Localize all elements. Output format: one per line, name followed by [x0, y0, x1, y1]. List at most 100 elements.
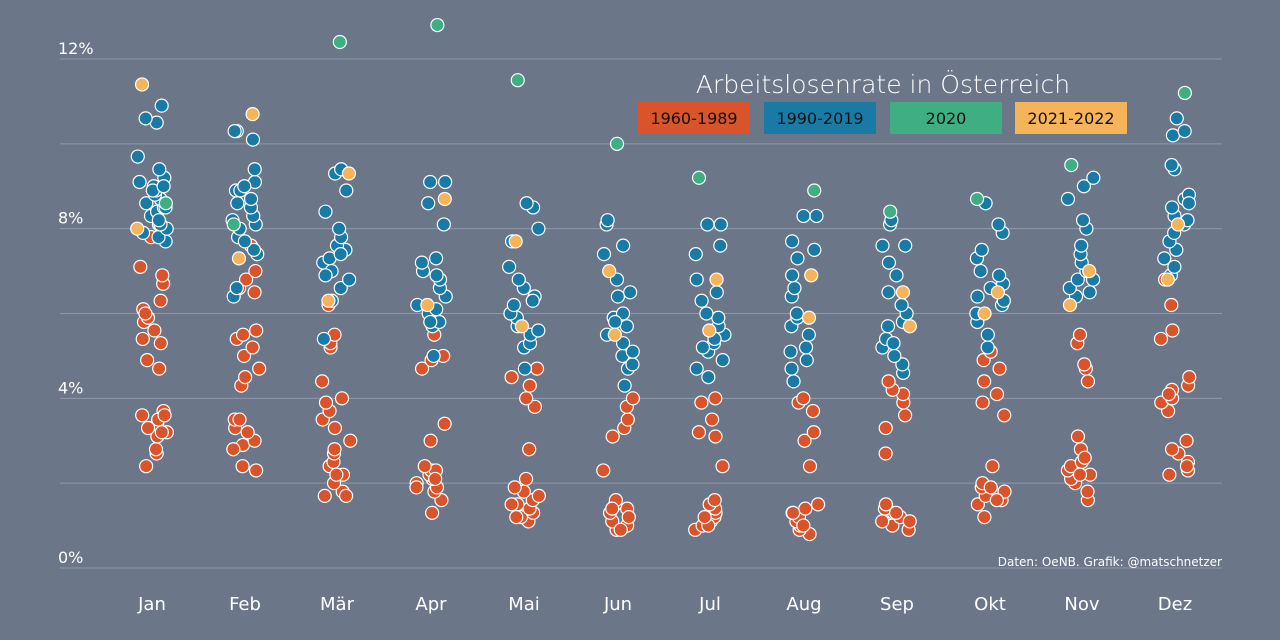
data-point — [799, 353, 814, 368]
data-point — [317, 488, 332, 503]
data-point — [688, 247, 703, 262]
data-point — [878, 446, 893, 461]
data-point — [608, 314, 623, 330]
data-point — [785, 268, 800, 283]
legend: 1960-1989 1990-2019 2020 2021-2022 — [638, 102, 1127, 134]
data-point — [880, 319, 896, 334]
x-tick-label: Jan — [137, 594, 166, 615]
x-tick-label: Sep — [880, 594, 914, 615]
data-point — [531, 488, 546, 503]
data-point — [602, 263, 617, 279]
legend-swatch — [638, 102, 750, 134]
data-point — [707, 493, 722, 508]
data-point — [1165, 200, 1180, 215]
data-point — [421, 196, 436, 211]
data-point — [695, 340, 710, 355]
data-point — [341, 166, 357, 181]
data-point — [237, 234, 252, 249]
data-point — [715, 459, 730, 474]
data-point — [625, 344, 640, 359]
data-point — [1076, 179, 1091, 194]
data-point — [973, 263, 988, 279]
data-point — [318, 395, 334, 410]
data-point — [878, 497, 894, 512]
data-point — [1074, 238, 1089, 253]
data-point — [135, 408, 150, 423]
legend-label: 1960-1989 — [650, 109, 737, 128]
data-point — [1164, 442, 1180, 457]
data-point — [249, 323, 264, 338]
data-point — [983, 480, 998, 495]
data-point — [522, 442, 537, 457]
data-point — [975, 395, 990, 410]
data-point — [625, 391, 641, 406]
data-point — [229, 280, 244, 296]
data-point — [809, 208, 824, 224]
data-point — [689, 361, 704, 376]
data-point — [509, 509, 524, 525]
data-point — [992, 361, 1007, 376]
data-point — [238, 272, 254, 287]
data-point — [992, 268, 1007, 283]
data-point — [240, 425, 255, 440]
legend-swatch — [764, 102, 876, 134]
data-point — [1181, 196, 1196, 211]
data-point — [702, 323, 717, 338]
data-point — [1182, 370, 1197, 385]
data-point — [1086, 170, 1101, 185]
data-point — [1072, 467, 1088, 482]
data-point — [881, 285, 896, 300]
data-point — [1157, 251, 1172, 266]
data-point — [875, 514, 890, 529]
data-point — [709, 285, 724, 300]
data-point — [616, 238, 631, 253]
data-point — [417, 459, 432, 474]
data-point — [1075, 213, 1091, 228]
data-point — [1070, 429, 1086, 444]
data-point — [316, 331, 331, 347]
data-point — [701, 370, 716, 385]
data-point — [409, 480, 424, 495]
data-point — [158, 196, 173, 211]
data-point — [784, 361, 799, 376]
data-point — [977, 306, 992, 321]
data-point — [343, 433, 358, 448]
data-point — [796, 518, 811, 533]
data-point — [130, 221, 145, 236]
data-point — [248, 263, 263, 279]
x-tick-label: Feb — [229, 594, 261, 615]
data-point — [338, 488, 354, 503]
data-point — [609, 136, 625, 151]
data-point — [414, 361, 430, 376]
data-point — [517, 361, 532, 376]
y-tick-label: 8% — [58, 209, 83, 228]
data-point — [898, 238, 913, 253]
data-point — [783, 344, 798, 359]
data-point — [1160, 272, 1175, 287]
data-point — [1153, 331, 1169, 347]
data-point — [786, 374, 801, 389]
x-tick-label: Dez — [1158, 594, 1192, 615]
data-point — [437, 191, 452, 207]
data-point — [902, 319, 917, 334]
data-point — [318, 204, 333, 219]
data-point — [332, 221, 347, 236]
data-point — [1165, 128, 1181, 143]
data-point — [135, 331, 150, 347]
data-point — [138, 111, 153, 126]
data-point — [1072, 327, 1088, 342]
data-point — [607, 327, 622, 342]
data-point — [798, 501, 813, 516]
data-point — [245, 132, 261, 147]
data-point — [436, 217, 451, 232]
data-point — [689, 272, 704, 287]
data-point — [787, 280, 802, 296]
data-point — [426, 348, 441, 364]
data-point — [133, 259, 148, 274]
data-point — [527, 399, 542, 414]
data-point — [886, 336, 901, 351]
data-point — [423, 433, 438, 448]
data-point — [1164, 157, 1179, 173]
data-point — [895, 285, 911, 300]
data-point — [249, 463, 264, 478]
